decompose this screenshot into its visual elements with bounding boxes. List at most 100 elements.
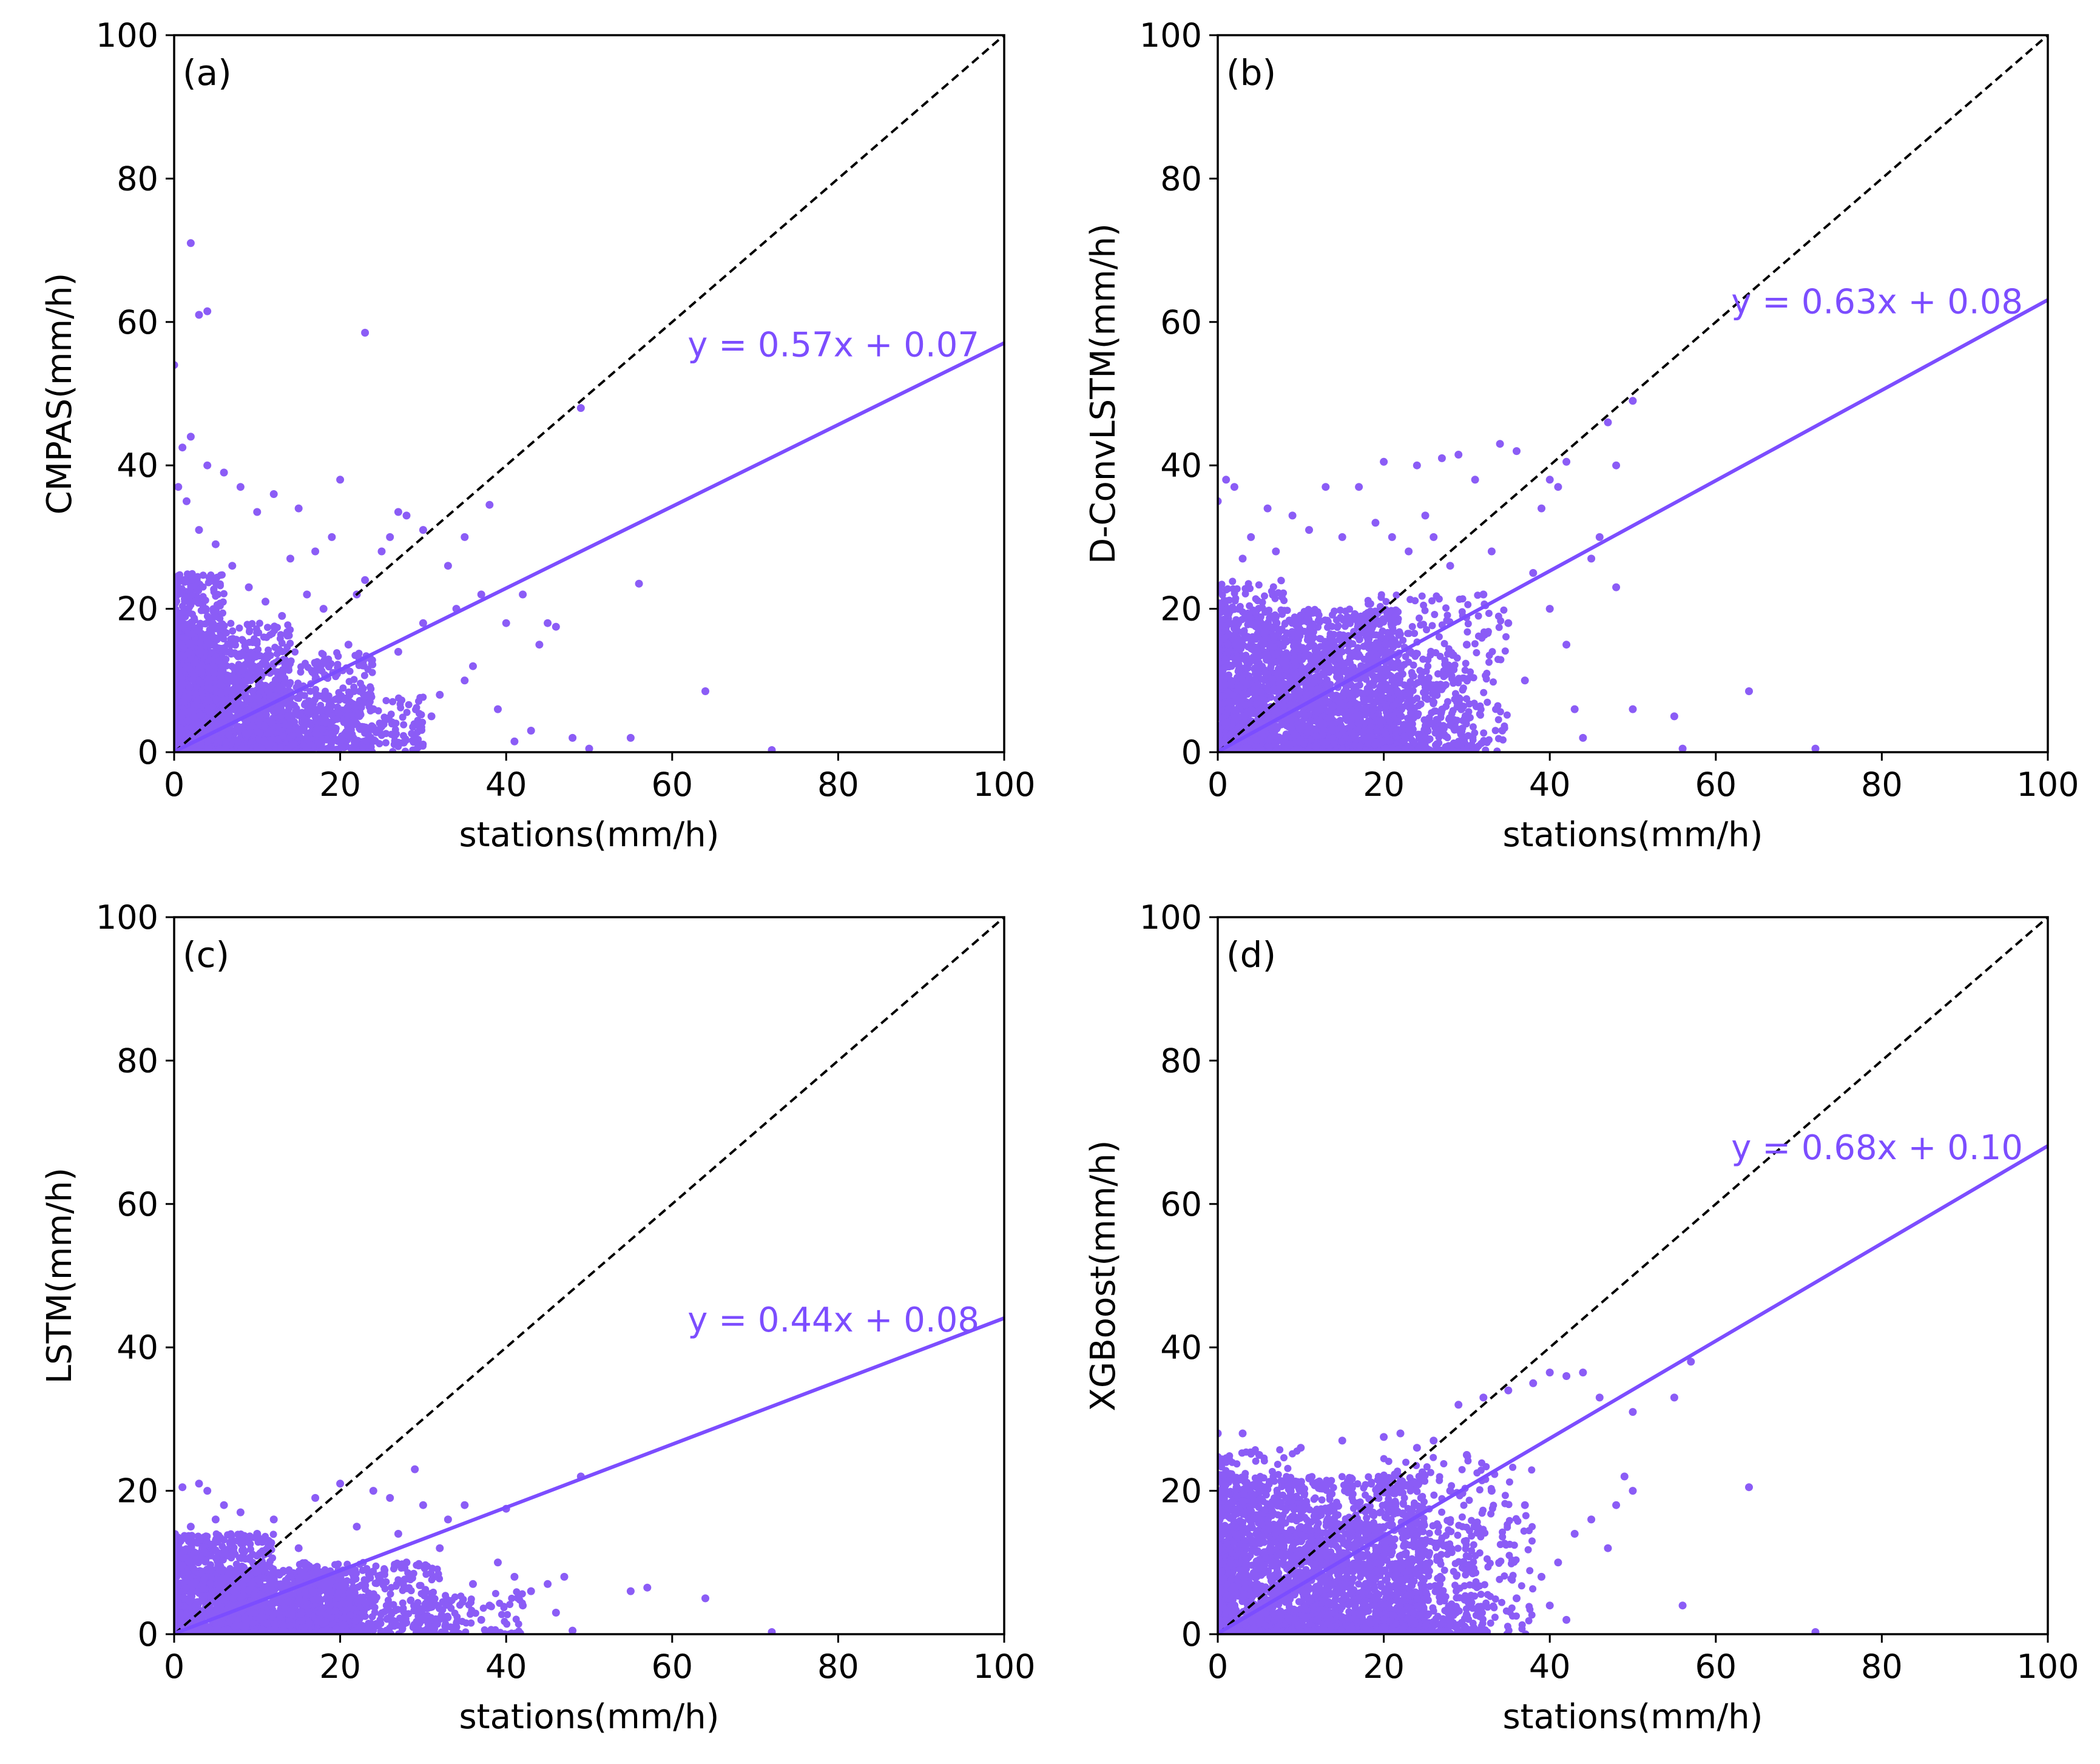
scatter-point: [234, 684, 241, 692]
scatter-point: [312, 714, 319, 721]
scatter-point: [360, 685, 367, 692]
fit-line: [174, 343, 1004, 752]
scatter-point: [1252, 644, 1260, 651]
scatter-point: [240, 665, 248, 672]
scatter-point: [510, 738, 518, 746]
scatter-point: [291, 740, 299, 747]
scatter-point: [203, 605, 210, 613]
scatter-point: [356, 650, 363, 657]
scatter-point: [303, 745, 310, 752]
scatter-point: [344, 712, 351, 719]
scatter-point: [1237, 603, 1244, 610]
scatter-point: [186, 684, 193, 691]
scatter-point: [186, 621, 194, 628]
scatter-point: [263, 711, 270, 718]
scatter-point: [231, 665, 238, 672]
scatter-point: [494, 705, 502, 713]
scatter-point: [1271, 613, 1278, 620]
scatter-point: [220, 590, 228, 598]
scatter-point: [577, 404, 585, 412]
scatter-point: [627, 734, 635, 742]
scatter-point: [1225, 672, 1232, 679]
scatter-point: [400, 721, 407, 729]
scatter-point: [1241, 627, 1248, 635]
scatter-point: [461, 533, 468, 541]
scatter-point: [254, 646, 262, 653]
scatter-point: [1238, 698, 1245, 705]
scatter-point: [344, 703, 351, 710]
scatter-point: [361, 693, 368, 701]
scatter-point: [1278, 577, 1285, 584]
scatter-point: [1267, 693, 1274, 701]
scatter-point: [262, 682, 269, 689]
scatter-point: [234, 653, 241, 660]
scatter-point: [334, 653, 342, 660]
scatter-point: [295, 730, 302, 738]
scatter-point: [286, 554, 294, 562]
scatter-point: [221, 622, 228, 630]
scatter-point: [378, 548, 386, 556]
scatter-point: [350, 684, 357, 691]
scatter-point: [1269, 675, 1276, 682]
scatter-point: [527, 727, 535, 735]
scatter-point: [461, 676, 468, 684]
scatter-point: [485, 501, 493, 509]
scatter-point: [223, 629, 230, 636]
scatter-point: [428, 712, 436, 720]
scatter-point: [204, 696, 211, 703]
scatter-point: [701, 687, 709, 695]
scatter-point: [1231, 630, 1238, 638]
scatter-point: [316, 692, 323, 699]
y-tick-label: 20: [116, 590, 158, 628]
scatter-point: [1225, 698, 1232, 705]
scatter-point: [220, 469, 228, 477]
scatter-point: [1363, 633, 1371, 640]
scatter-point: [217, 581, 224, 588]
y-tick-label: 60: [116, 303, 158, 342]
scatter-point: [204, 684, 211, 692]
y-tick-label: 0: [138, 733, 158, 772]
plot-area: [170, 35, 1005, 756]
scatter-point: [1316, 635, 1323, 642]
scatter-point: [283, 644, 291, 651]
scatter-point: [1334, 624, 1341, 631]
scatter-point: [218, 571, 226, 579]
scatter-point: [363, 725, 370, 732]
scatter-point: [330, 737, 337, 744]
scatter-point: [200, 584, 207, 591]
scatter-point: [1261, 623, 1269, 630]
scatter-point: [274, 650, 281, 658]
scatter-point: [1252, 736, 1259, 744]
scatter-point: [1349, 640, 1356, 647]
scatter-point: [394, 508, 402, 516]
y-axis-label: CMPAS(mm/h): [40, 273, 79, 515]
scatter-point: [1229, 577, 1236, 585]
scatter-point: [1261, 593, 1268, 600]
scatter-point: [1366, 624, 1374, 631]
scatter-point: [211, 585, 218, 593]
scatter-point: [1224, 585, 1231, 593]
scatter-point: [284, 713, 291, 720]
scatter-point: [1272, 595, 1279, 602]
scatter-point: [1308, 623, 1315, 630]
scatter-point: [1269, 624, 1277, 631]
scatter-point: [403, 709, 411, 716]
x-tick-label: 100: [973, 766, 1035, 804]
scatter-point: [1237, 684, 1244, 691]
plot-area: [1214, 35, 2048, 756]
x-tick-label: 80: [817, 766, 859, 804]
scatter-point: [222, 744, 229, 751]
scatter-point: [258, 745, 265, 752]
scatter-point: [227, 620, 234, 627]
scatter-point: [1268, 588, 1275, 595]
scatter-point: [178, 642, 185, 649]
scatter-point: [181, 576, 189, 583]
scatter-point: [1337, 607, 1344, 614]
scatter-point: [1274, 704, 1281, 712]
scatter-point: [398, 696, 405, 704]
scatter-point: [1265, 607, 1272, 614]
x-tick-label: 20: [319, 766, 361, 804]
scatter-point: [1289, 628, 1296, 635]
scatter-point: [178, 443, 186, 451]
scatter-point: [186, 665, 193, 673]
